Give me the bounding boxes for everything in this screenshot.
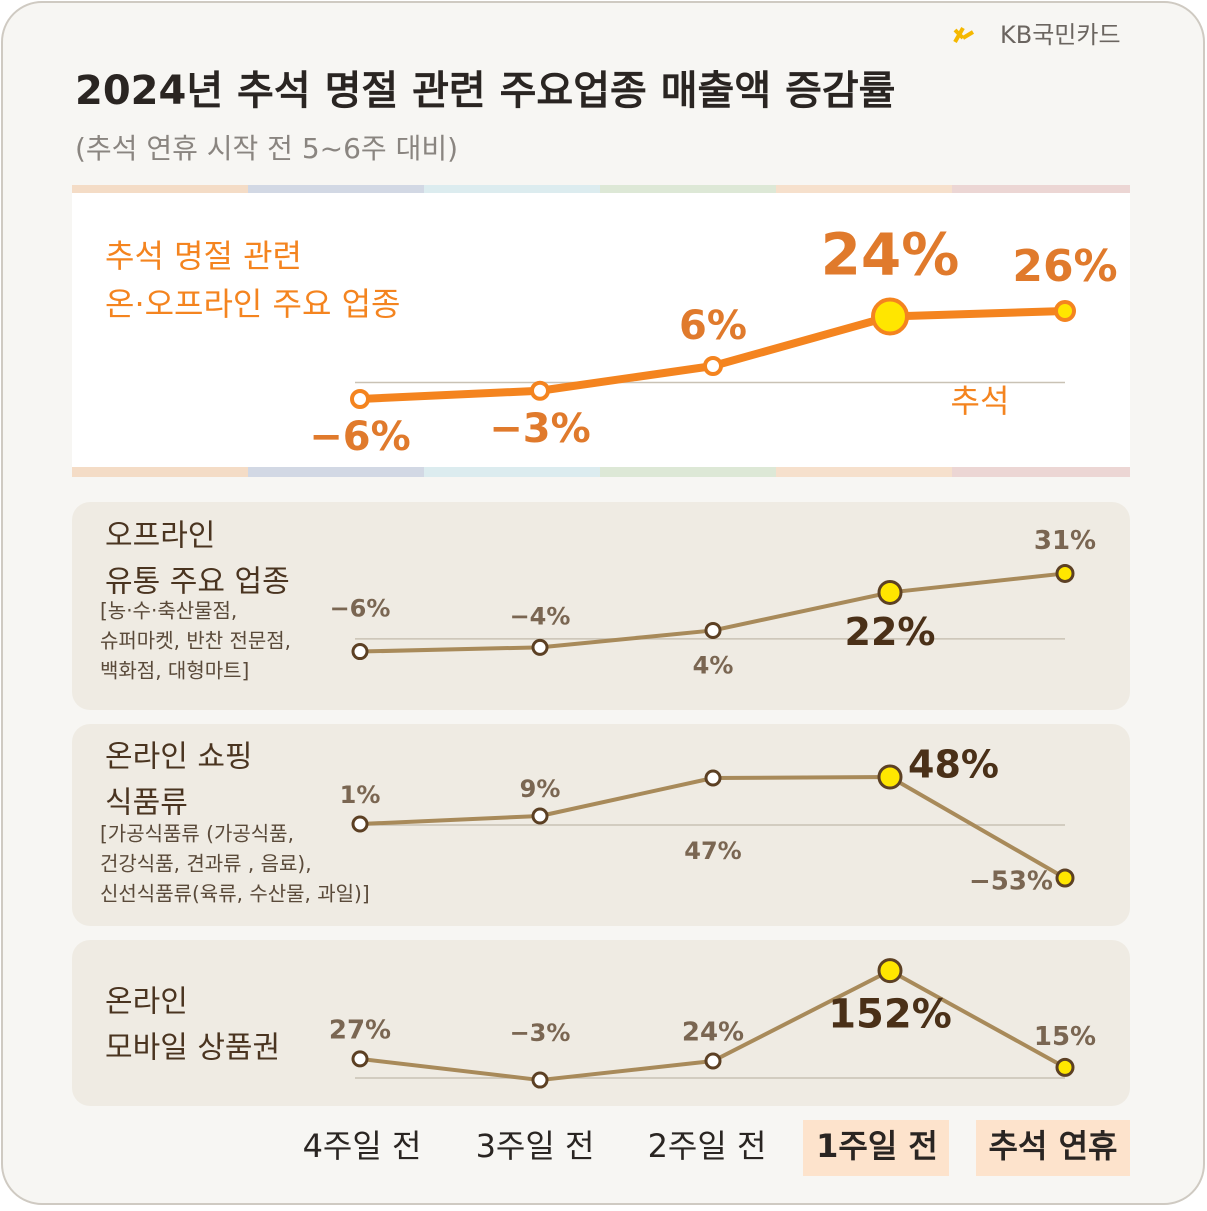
value-label: −6% (309, 414, 410, 460)
value-label: 48% (908, 743, 999, 787)
point (531, 807, 549, 825)
panel-note: 백화점, 대형마트] (100, 659, 249, 683)
point (531, 1071, 549, 1089)
value-label: 31% (1034, 526, 1096, 556)
point (351, 1050, 369, 1068)
point (877, 958, 903, 984)
point (1055, 868, 1075, 888)
value-label: −6% (330, 595, 391, 623)
bottom-stripes (72, 467, 1130, 477)
value-label: 22% (845, 610, 936, 654)
panel-note: 신선식품류(육류, 수산물, 과일)] (100, 882, 370, 906)
point (530, 380, 550, 401)
point (351, 643, 369, 661)
value-label: 9% (520, 775, 561, 803)
value-label: −3% (489, 406, 590, 452)
point (531, 638, 549, 656)
point (704, 1052, 722, 1070)
value-label: 26% (1012, 241, 1117, 292)
point (351, 815, 369, 833)
title: 2024년 추석 명절 관련 주요업종 매출액 증감률 (75, 68, 895, 114)
main-panel (72, 193, 1130, 467)
point (703, 356, 723, 376)
brand: KB국민카드 (1000, 21, 1121, 49)
x-tick-label: 2주일 전 (648, 1127, 767, 1165)
panel-title: 추석 명절 관련 (105, 237, 302, 275)
x-tick-label: 추석 연휴 (989, 1127, 1118, 1165)
point (350, 389, 370, 409)
panel-title: 온라인 (105, 985, 188, 1020)
value-label: 27% (329, 1015, 391, 1045)
panel-title: 온라인 쇼핑 (105, 740, 253, 775)
value-label: −4% (510, 602, 571, 630)
point (877, 579, 903, 605)
panel (72, 502, 1130, 710)
panel-title: 식품류 (105, 786, 188, 821)
top-stripes (72, 185, 1130, 193)
panel-note: 슈퍼마켓, 반찬 전문점, (100, 629, 291, 653)
value-label: 24% (821, 221, 960, 289)
panel-title: 온·오프라인 주요 업종 (105, 285, 400, 323)
highlight-bg (803, 1120, 949, 1176)
point (704, 621, 722, 639)
panel-note: [가공식품류 (가공식품, (100, 822, 294, 846)
x-tick-label: 3주일 전 (476, 1127, 595, 1165)
brand-logo: KB국민카드 (953, 21, 1121, 49)
value-label: −53% (969, 867, 1053, 897)
point (871, 297, 909, 336)
point (877, 764, 903, 790)
x-tick-label: 4주일 전 (303, 1127, 422, 1165)
value-label: 47% (684, 837, 741, 865)
panel-title: 유통 주요 업종 (105, 565, 290, 600)
value-label: 24% (682, 1018, 744, 1048)
x-tick-label: 1주일 전 (816, 1127, 938, 1165)
point (704, 769, 722, 787)
value-label: 15% (1034, 1022, 1096, 1052)
panel-note: 건강식품, 견과류 , 음료), (100, 852, 312, 876)
panel (72, 940, 1130, 1106)
value-label: 6% (679, 303, 747, 349)
point (1055, 563, 1075, 583)
annotation: 추석 (951, 382, 1010, 420)
value-label: 4% (693, 651, 734, 679)
value-label: −3% (510, 1019, 571, 1047)
point (1054, 300, 1076, 322)
subtitle: (추석 연휴 시작 전 5~6주 대비) (75, 132, 458, 165)
point (1055, 1057, 1075, 1077)
panel-note: [농·수·축산물점, (100, 599, 237, 623)
panel-title: 모바일 상품권 (105, 1031, 280, 1066)
highlight-bg (976, 1120, 1130, 1176)
panel-title: 오프라인 (105, 519, 215, 554)
value-label: 152% (828, 992, 952, 1038)
value-label: 1% (340, 781, 381, 809)
